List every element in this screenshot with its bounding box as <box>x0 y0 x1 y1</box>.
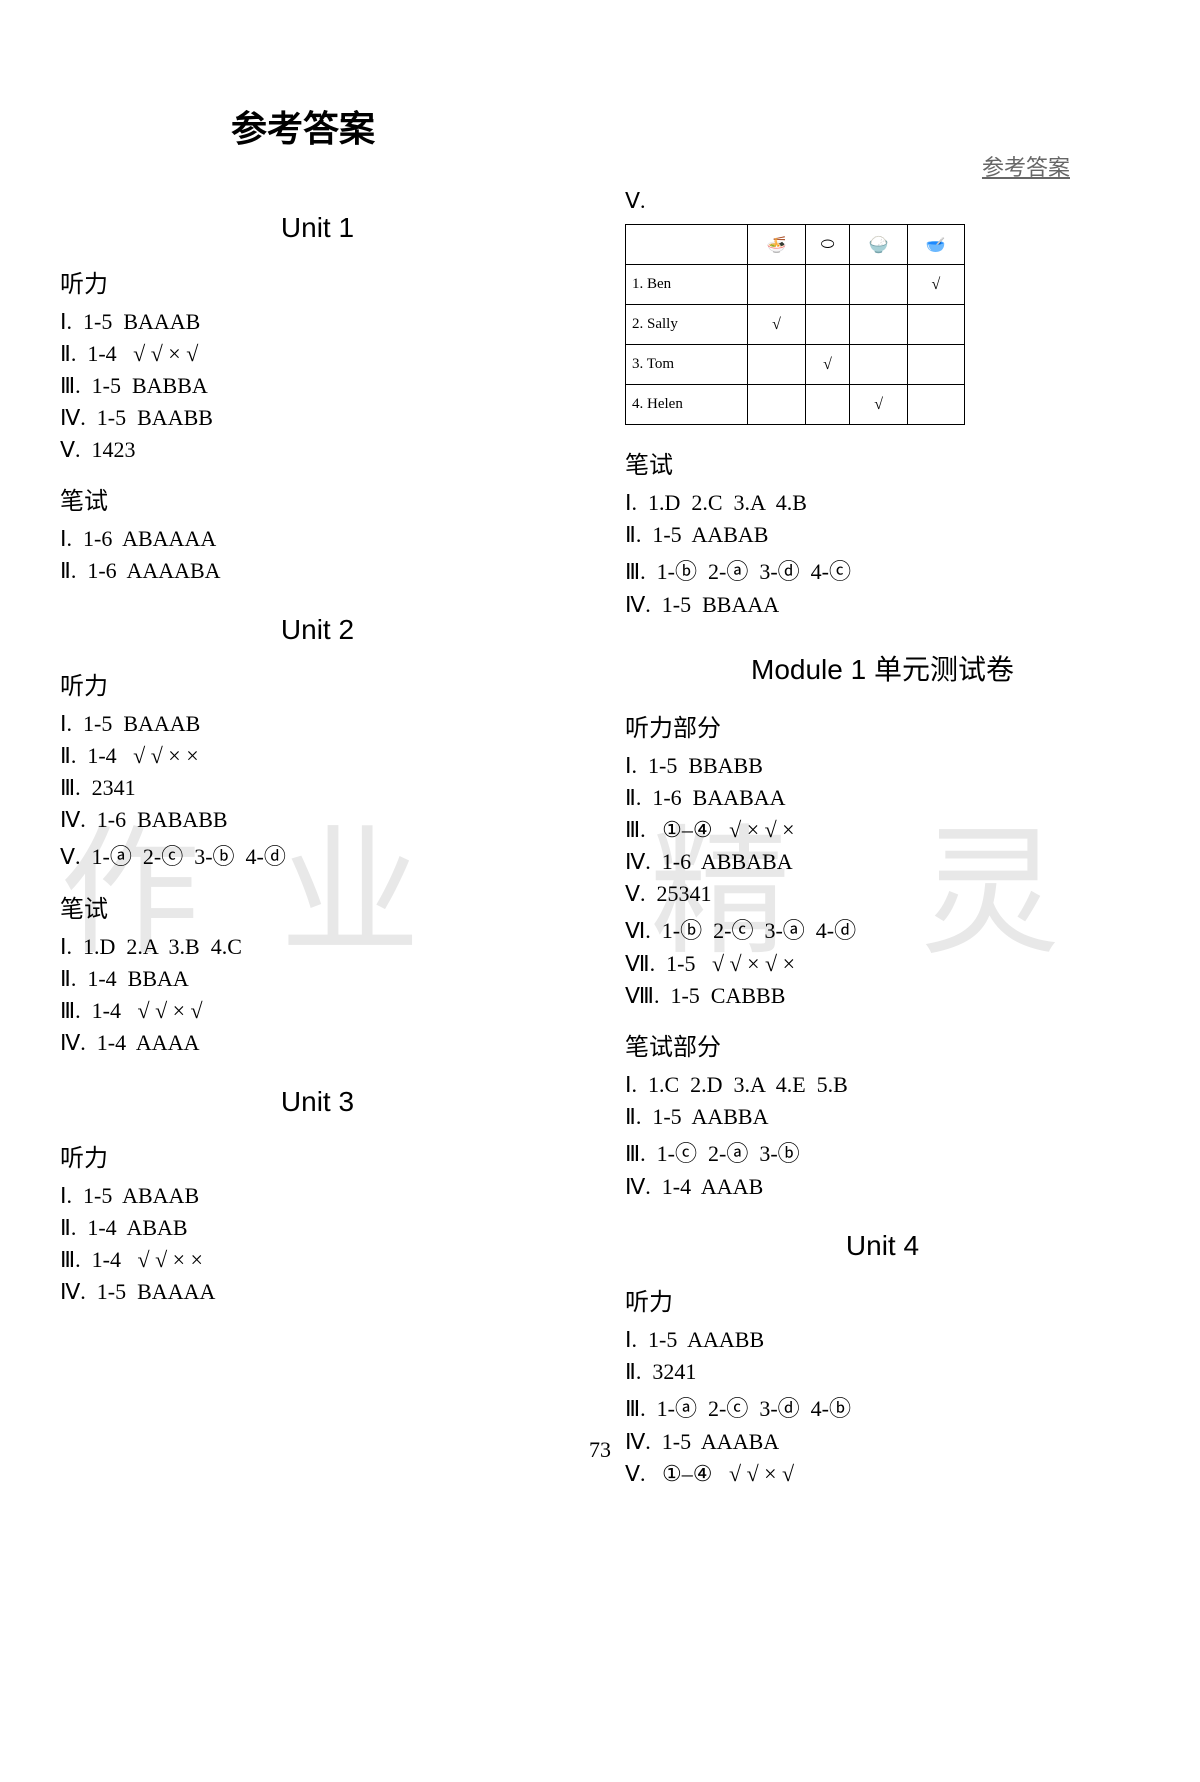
answer-line: Ⅴ. ①–④ √ √ × √ <box>625 1461 1140 1487</box>
answer-line: Ⅳ. 1-5 AAABA <box>625 1429 1140 1455</box>
cell <box>850 305 907 345</box>
food-icon-bowl: 🥣 <box>907 225 964 265</box>
unit1-written-label: 笔试 <box>60 481 575 516</box>
food-icon-egg: ⬭ <box>805 225 850 265</box>
answer-line: Ⅱ. 3241 <box>625 1359 1140 1385</box>
answer-line: Ⅰ. 1-5 AAABB <box>625 1327 1140 1353</box>
unit2-listening-label: 听力 <box>60 666 575 701</box>
cell <box>805 305 850 345</box>
answer-line: Ⅵ. 1-ⓑ 2-ⓒ 3-ⓐ 4-ⓓ <box>625 913 1140 945</box>
table-header-row: 🍜 ⬭ 🍚 🥣 <box>626 225 965 265</box>
unit2-written-label: 笔试 <box>60 889 575 924</box>
cell <box>850 265 907 305</box>
unit3-title: Unit 3 <box>60 1086 575 1118</box>
page-title: 参考答案 <box>60 100 546 152</box>
cell <box>748 345 805 385</box>
food-icon-noodles: 🍜 <box>748 225 805 265</box>
module1-title: Module 1 单元测试卷 <box>625 648 1140 688</box>
cell <box>748 265 805 305</box>
answer-line: Ⅰ. 1-5 BAAAB <box>60 309 575 335</box>
answer-line: Ⅱ. 1-4 √ √ × × <box>60 743 575 769</box>
cell <box>907 345 964 385</box>
unit4-title: Unit 4 <box>625 1230 1140 1262</box>
answer-line: Ⅷ. 1-5 CABBB <box>625 983 1140 1009</box>
unit3-listening-label: 听力 <box>60 1138 575 1173</box>
cell <box>850 345 907 385</box>
cell <box>907 305 964 345</box>
content-columns: Unit 1 听力 Ⅰ. 1-5 BAAAB Ⅱ. 1-4 √ √ × √ Ⅲ.… <box>60 182 1140 1493</box>
answer-line: Ⅳ. 1-6 BABABB <box>60 807 575 833</box>
answer-line: Ⅴ. 25341 <box>625 881 1140 907</box>
answer-line: Ⅲ. 1-4 √ √ × × <box>60 1247 575 1273</box>
page-number: 73 <box>589 1437 611 1463</box>
header-label: 参考答案 <box>982 150 1070 182</box>
module1-listening-label: 听力部分 <box>625 708 1140 743</box>
answer-line: Ⅰ. 1-6 ABAAAA <box>60 526 575 552</box>
answer-line: Ⅲ. 2341 <box>60 775 575 801</box>
answer-line: Ⅳ. 1-4 AAAB <box>625 1174 1140 1200</box>
table-row: 2. Sally √ <box>626 305 965 345</box>
answer-line: Ⅱ. 1-4 ABAB <box>60 1215 575 1241</box>
answer-line: Ⅳ. 1-5 BAABB <box>60 405 575 431</box>
answer-line: Ⅰ. 1.D 2.A 3.B 4.C <box>60 934 575 960</box>
answer-line: Ⅳ. 1-4 AAAA <box>60 1030 575 1056</box>
answer-line: Ⅴ. 1-ⓐ 2-ⓒ 3-ⓑ 4-ⓓ <box>60 839 575 871</box>
answer-line: Ⅰ. 1-5 ABAAB <box>60 1183 575 1209</box>
unit2-title: Unit 2 <box>60 614 575 646</box>
answer-table: 🍜 ⬭ 🍚 🥣 1. Ben √ 2. Sally √ <box>625 224 965 425</box>
unit3-written-label: 笔试 <box>625 445 1140 480</box>
cell: √ <box>907 265 964 305</box>
answer-line: Ⅲ. 1-ⓑ 2-ⓐ 3-ⓓ 4-ⓒ <box>625 554 1140 586</box>
answer-line: Ⅱ. 1-6 BAABAA <box>625 785 1140 811</box>
answer-line: Ⅰ. 1-5 BBABB <box>625 753 1140 779</box>
cell <box>805 265 850 305</box>
answer-line: Ⅲ. ①–④ √ × √ × <box>625 817 1140 843</box>
answer-line: Ⅱ. 1-5 AABAB <box>625 522 1140 548</box>
answer-line: Ⅰ. 1.D 2.C 3.A 4.B <box>625 490 1140 516</box>
answer-line: Ⅰ. 1-5 BAAAB <box>60 711 575 737</box>
section-v-label: Ⅴ. <box>625 188 1140 214</box>
table-row: 4. Helen √ <box>626 385 965 425</box>
unit1-title: Unit 1 <box>60 212 575 244</box>
table-row: 1. Ben √ <box>626 265 965 305</box>
left-column: Unit 1 听力 Ⅰ. 1-5 BAAAB Ⅱ. 1-4 √ √ × √ Ⅲ.… <box>60 182 575 1493</box>
row-name: 2. Sally <box>626 305 748 345</box>
row-name: 3. Tom <box>626 345 748 385</box>
unit4-listening-label: 听力 <box>625 1282 1140 1317</box>
answer-line: Ⅰ. 1.C 2.D 3.A 4.E 5.B <box>625 1072 1140 1098</box>
right-column: Ⅴ. 🍜 ⬭ 🍚 🥣 1. Ben √ 2. Sally <box>625 182 1140 1493</box>
answer-line: Ⅱ. 1-4 BBAA <box>60 966 575 992</box>
answer-line: Ⅴ. 1423 <box>60 437 575 463</box>
answer-line: Ⅱ. 1-4 √ √ × √ <box>60 341 575 367</box>
cell <box>907 385 964 425</box>
answer-line: Ⅱ. 1-5 AABBA <box>625 1104 1140 1130</box>
row-name: 1. Ben <box>626 265 748 305</box>
answer-line: Ⅳ. 1-6 ABBABA <box>625 849 1140 875</box>
module1-written-label: 笔试部分 <box>625 1027 1140 1062</box>
answer-line: Ⅲ. 1-4 √ √ × √ <box>60 998 575 1024</box>
cell: √ <box>748 305 805 345</box>
cell: √ <box>850 385 907 425</box>
table-row: 3. Tom √ <box>626 345 965 385</box>
food-icon-rice: 🍚 <box>850 225 907 265</box>
cell <box>748 385 805 425</box>
cell <box>805 385 850 425</box>
cell: √ <box>805 345 850 385</box>
answer-line: Ⅱ. 1-6 AAAABA <box>60 558 575 584</box>
answer-line: Ⅲ. 1-5 BABBA <box>60 373 575 399</box>
answer-line: Ⅶ. 1-5 √ √ × √ × <box>625 951 1140 977</box>
unit1-listening-label: 听力 <box>60 264 575 299</box>
answer-line: Ⅲ. 1-ⓐ 2-ⓒ 3-ⓓ 4-ⓑ <box>625 1391 1140 1423</box>
answer-line: Ⅲ. 1-ⓒ 2-ⓐ 3-ⓑ <box>625 1136 1140 1168</box>
row-name: 4. Helen <box>626 385 748 425</box>
answer-line: Ⅳ. 1-5 BBAAA <box>625 592 1140 618</box>
answer-line: Ⅳ. 1-5 BAAAA <box>60 1279 575 1305</box>
